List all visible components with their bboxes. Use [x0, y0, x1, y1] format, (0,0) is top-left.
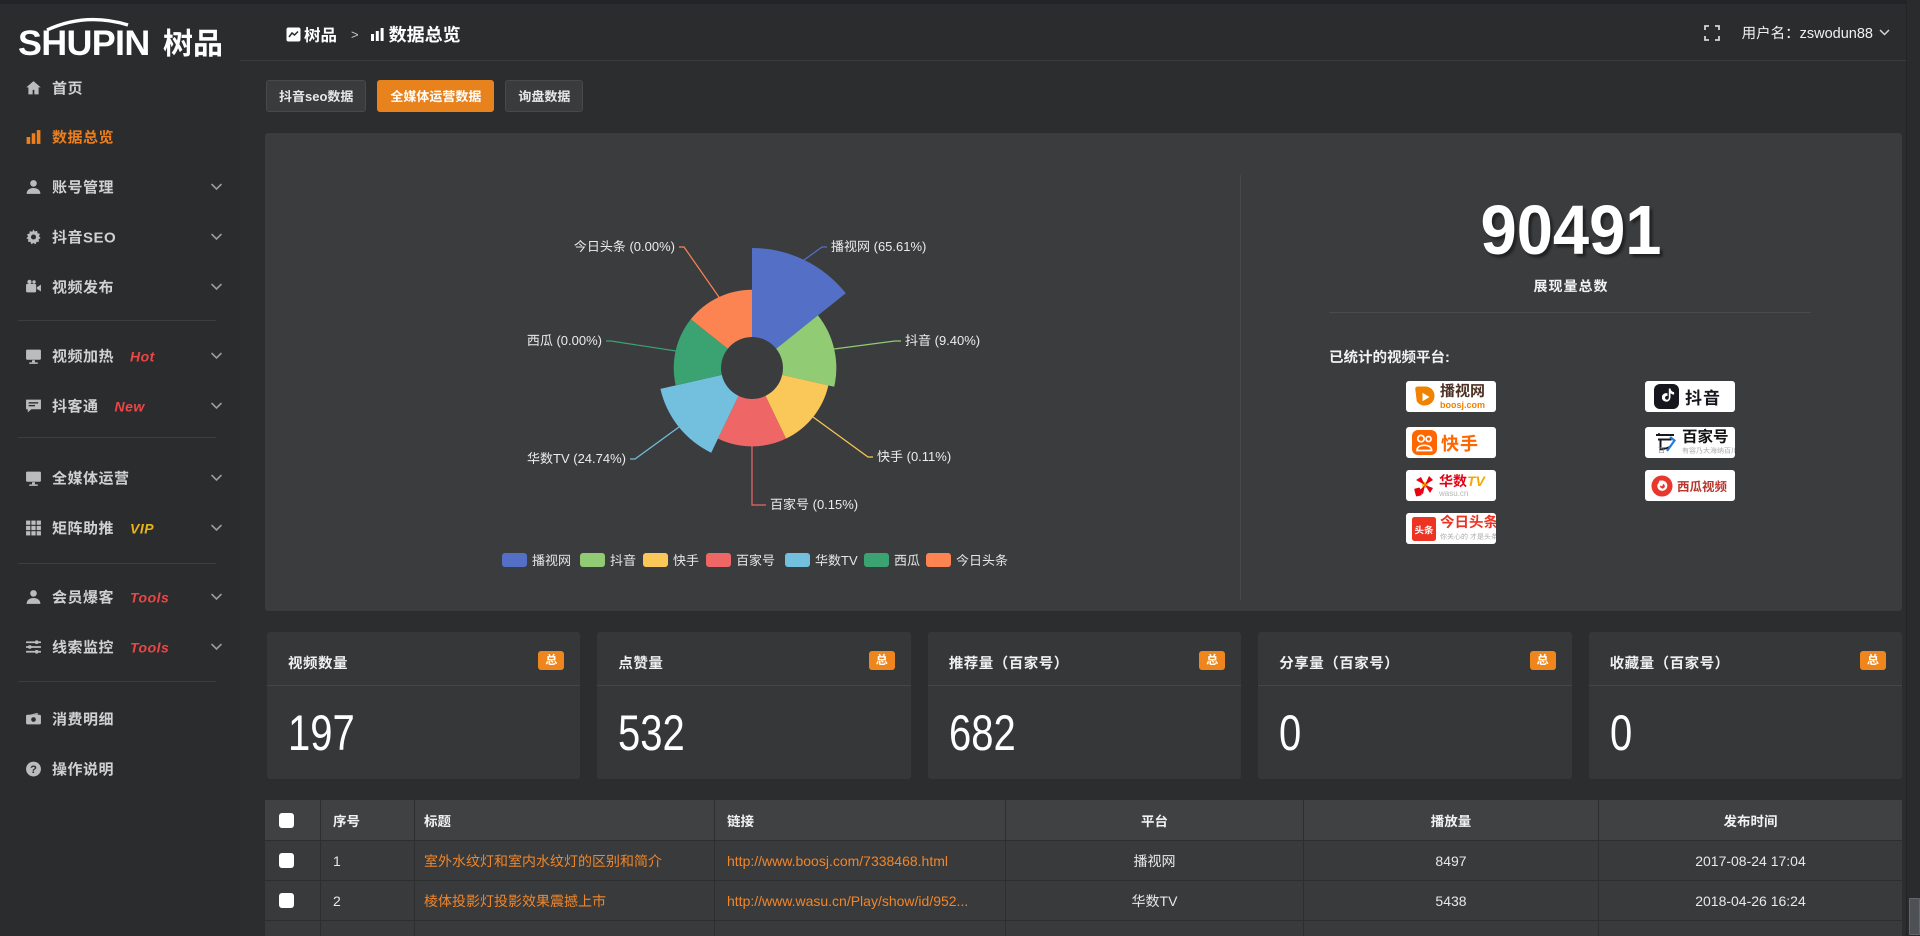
svg-text:百: 百	[1658, 445, 1665, 455]
svg-text:?: ?	[30, 764, 37, 776]
svg-text:西瓜 (0.00%): 西瓜 (0.00%)	[527, 330, 602, 349]
svg-text:头条: 头条	[1414, 522, 1434, 536]
svg-text:SHUPIN: SHUPIN	[18, 23, 150, 58]
svg-text:百家号 (0.15%): 百家号 (0.15%)	[770, 494, 858, 513]
svg-text:今日头条: 今日头条	[956, 550, 1008, 569]
svg-text:百家号: 百家号	[736, 550, 775, 569]
svg-text:抖音 (9.40%): 抖音 (9.40%)	[905, 330, 980, 349]
svg-text:树品: 树品	[163, 19, 223, 58]
svg-text:华数TV: 华数TV	[815, 550, 858, 569]
svg-text:快手 (0.11%): 快手 (0.11%)	[877, 446, 951, 465]
svg-text:抖音: 抖音	[610, 550, 636, 569]
svg-text:播视网 (65.61%): 播视网 (65.61%)	[831, 236, 926, 255]
svg-text:西瓜: 西瓜	[894, 550, 920, 569]
svg-text:快手: 快手	[673, 550, 699, 569]
svg-text:今日头条 (0.00%): 今日头条 (0.00%)	[574, 236, 675, 255]
svg-text:播视网: 播视网	[532, 550, 571, 569]
svg-text:华数TV (24.74%): 华数TV (24.74%)	[527, 448, 626, 467]
